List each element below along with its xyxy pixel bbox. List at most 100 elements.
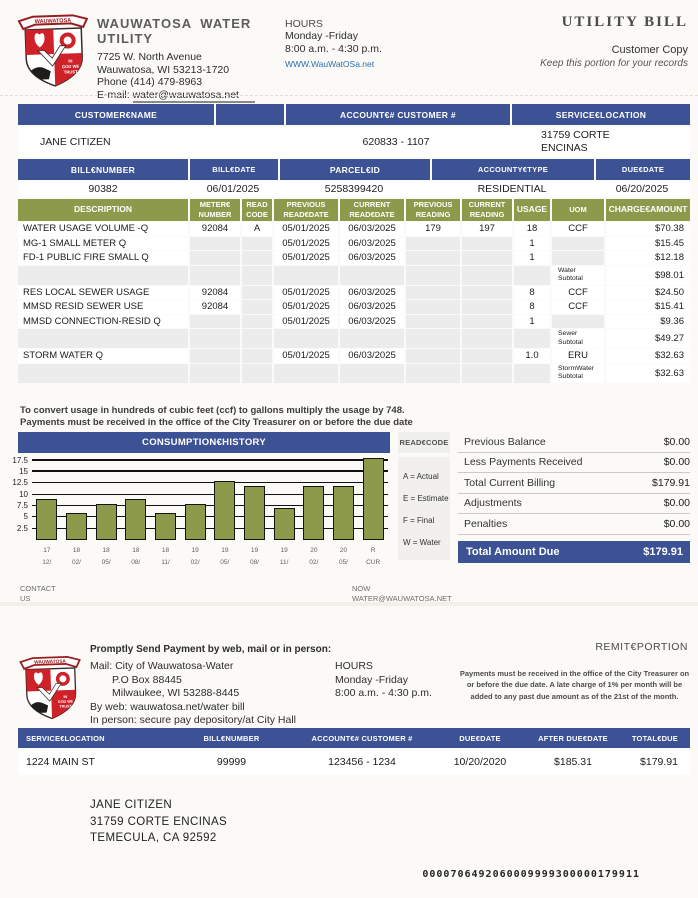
- charges-cell: [514, 329, 550, 348]
- chart-y-tick-label: 2.5: [16, 523, 28, 533]
- charges-cell: [406, 236, 460, 250]
- customer-copy-label: Customer Copy: [611, 44, 688, 56]
- note-line: Payments must be received in the office …: [20, 417, 413, 428]
- read-code-legend: A = Actual E = Estimate F = Final W = Wa…: [398, 457, 450, 560]
- totals-row: Total Current Billing $179.91: [458, 473, 690, 494]
- customer-copy-note: Keep this portion for your records: [540, 58, 688, 69]
- charges-cell: $24.50: [606, 285, 690, 299]
- charges-cell: 179: [406, 222, 460, 236]
- consumption-bar: [214, 480, 236, 540]
- charges-cell: 05/01/2025: [274, 222, 338, 236]
- chart-gridline: [32, 469, 388, 472]
- charges-cell: Sewer Subtotal: [552, 329, 604, 348]
- remit-service-location-header: SERVICE€LOCATION: [26, 733, 105, 743]
- contact-us-label: CONTACT US: [20, 584, 56, 603]
- chart-x-tick-label: R CUR: [358, 547, 388, 566]
- legend-item: A = Actual: [403, 472, 439, 481]
- logo-motto-line: IN: [68, 58, 72, 63]
- chart-gridline: [32, 504, 388, 506]
- totals-row: Adjustments $0.00: [458, 494, 690, 514]
- bill-date-value: 06/01/2025: [206, 183, 260, 195]
- remit-due-date-header: DUE€DATE: [459, 733, 501, 743]
- remit-mail-block: Mail: City of Wauwatosa-Water P.O Box 88…: [90, 660, 340, 728]
- chart-x-tick-label: 17 12/: [32, 547, 62, 566]
- charges-cell: 18: [514, 222, 550, 236]
- charges-cell: 06/03/2025: [340, 222, 404, 236]
- charges-cell: [274, 363, 338, 383]
- remit-prompt: Promptly Send Payment by web, mail or in…: [90, 644, 332, 655]
- charges-cell: $70.38: [606, 222, 690, 236]
- remit-mail-line: P.O Box 88445: [112, 673, 182, 686]
- x-label-month: 02/: [309, 559, 319, 566]
- charges-cell: 05/01/2025: [274, 349, 338, 363]
- uom-header: UOM: [552, 199, 604, 221]
- charges-cell: [406, 300, 460, 314]
- logo-motto-line: IN: [63, 695, 67, 699]
- x-label-year: 18: [72, 547, 81, 554]
- utility-address-line: Wauwatosa, WI 53213-1720: [97, 63, 230, 76]
- customer-name-value: JANE CITIZEN: [40, 136, 111, 148]
- contact-email-label: NOW WATER@WAUWATOSA.NET: [352, 584, 452, 603]
- consumption-bar: [155, 512, 176, 540]
- account-header-row2: BILL€NUMBER BILL€DATE PARCEL€ID ACCOUNTY…: [18, 159, 690, 180]
- utility-name: WAUWATOSA WATER UTILITY: [97, 16, 252, 46]
- account-type-header: ACCOUNTY€TYPE: [432, 159, 594, 180]
- charges-cell: MG-1 SMALL METER Q: [18, 236, 188, 250]
- charges-cell: [190, 251, 240, 265]
- hours-title: HOURS: [285, 18, 323, 30]
- email-link[interactable]: water@wauwatosa.net: [132, 88, 255, 103]
- consumption-bar: [244, 485, 265, 540]
- x-label-year: 20: [310, 547, 318, 554]
- charges-cell: CCF: [552, 300, 604, 314]
- totals-label: Less Payments Received: [464, 456, 583, 469]
- consumption-bar: [273, 508, 295, 540]
- charges-cell: [406, 314, 460, 328]
- x-label-year: 19: [280, 547, 288, 554]
- website-link[interactable]: WWW.WauWatOSa.net: [285, 59, 375, 69]
- bill-title: UTILITY BILL: [561, 14, 688, 30]
- x-label-month: CUR: [366, 559, 381, 566]
- charges-cell: [462, 236, 512, 250]
- contact-line: NOW: [352, 584, 371, 593]
- hours-line: 8:00 a.m. - 4:30 p.m.: [285, 43, 382, 55]
- scanline-number: 0000706492060009999300000179911: [422, 869, 640, 880]
- logo-motto-line: GOD WE: [58, 699, 74, 704]
- mailing-address-line: 31759 CORTE ENCINAS: [90, 815, 228, 828]
- logo-banner-text: WAUWATOSA: [34, 659, 66, 666]
- logo-motto-line: GOD WE: [62, 64, 80, 70]
- chart-x-tick-label: 18 02/: [62, 547, 92, 566]
- charges-cell: FD-1 PUBLIC FIRE SMALL Q: [18, 251, 188, 265]
- charges-cell: [406, 285, 460, 299]
- x-label-month: 02/: [71, 559, 81, 566]
- remit-mail-line: Mail: City of Wauwatosa-Water: [90, 660, 234, 672]
- charges-cell: ERU: [552, 349, 604, 363]
- parcel-id-value: 5258399420: [324, 183, 384, 195]
- charges-cell: [340, 265, 404, 285]
- charges-row: WATER USAGE VOLUME -Q 92084 A 05/01/2025 06/…: [18, 222, 690, 236]
- charges-row: Water Subtotal $98.01: [18, 265, 690, 285]
- bill-number-header: BILL€NUMBER: [18, 159, 188, 180]
- chart-x-tick-label: 20 02/: [299, 547, 329, 566]
- chart-plot: [32, 456, 388, 540]
- remit-service-location-value: 1224 MAIN ST: [26, 756, 95, 768]
- logo-banner-text: WAUWATOSA: [35, 18, 72, 25]
- read-code-box-header: READ€CODE: [398, 432, 450, 453]
- x-label-year: 17: [43, 547, 51, 554]
- remit-mail-line: Milwaukee, WI 53288-8445: [112, 687, 240, 699]
- legend-item: F = Final: [403, 516, 435, 525]
- charges-cell: [462, 251, 512, 265]
- remit-table-values: 1224 MAIN ST 99999 123456 - 1234 10/20/2…: [18, 749, 690, 775]
- contact-email: WATER@WAUWATOSA.NET: [352, 593, 452, 603]
- charges-cell: [552, 236, 604, 250]
- charges-cell: 05/01/2025: [274, 236, 338, 250]
- contact-line: CONTACT: [20, 584, 56, 593]
- charges-rows: WATER USAGE VOLUME -Q 92084 A 05/01/2025 06/…: [18, 222, 690, 384]
- service-location-value: 31759 CORTE ENCINAS: [541, 129, 610, 154]
- utility-address-line: Phone (414) 479-8963: [97, 76, 203, 88]
- x-label-year: 19: [221, 547, 229, 554]
- charges-cell: [242, 285, 272, 299]
- charges-cell: StormWater Subtotal: [552, 363, 604, 383]
- charges-cell: 06/03/2025: [340, 251, 404, 265]
- x-label-year: 19: [250, 547, 259, 554]
- charges-cell: [242, 300, 272, 314]
